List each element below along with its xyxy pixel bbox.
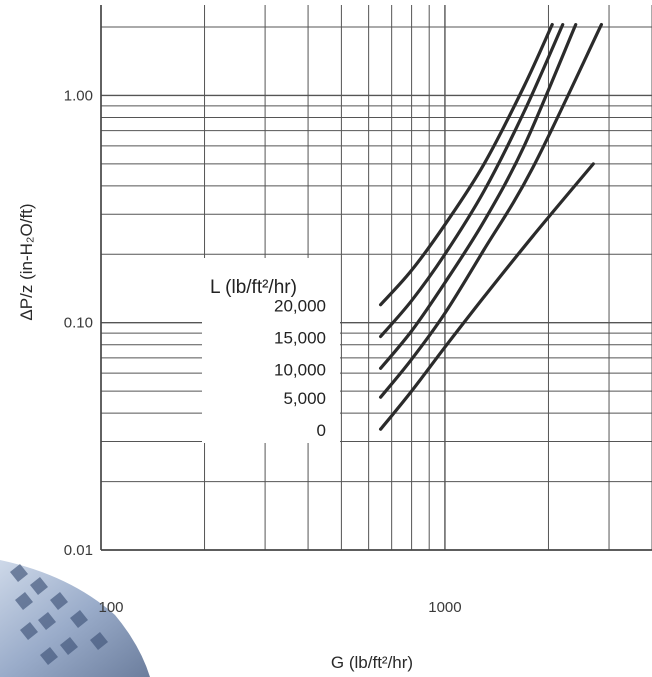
y-tick-label: 0.01 bbox=[64, 542, 93, 559]
series-label: 15,000 bbox=[274, 328, 326, 347]
series-line bbox=[379, 162, 595, 431]
y-tick-labels: 0.01 0.10 1.00 bbox=[64, 87, 93, 559]
series-label: 5,000 bbox=[283, 389, 326, 408]
series-line bbox=[379, 23, 565, 339]
y-tick-label: 1.00 bbox=[64, 87, 93, 104]
x-tick-label: 100 bbox=[98, 599, 123, 616]
legend-background bbox=[202, 258, 340, 443]
grid-lines bbox=[100, 5, 652, 551]
x-axis-title: G (lb/ft²/hr) bbox=[331, 653, 413, 672]
series-line bbox=[379, 23, 603, 399]
series-labels: 20,000 15,000 10,000 5,000 0 bbox=[274, 297, 326, 440]
series-label: 10,000 bbox=[274, 360, 326, 379]
series-line bbox=[379, 23, 578, 370]
series-line bbox=[379, 23, 554, 307]
series-label: 20,000 bbox=[274, 297, 326, 316]
series-label: 0 bbox=[317, 421, 326, 440]
plot-series bbox=[379, 23, 603, 431]
packing-image bbox=[0, 560, 150, 677]
legend-title: L (lb/ft²/hr) bbox=[210, 277, 297, 298]
y-axis-title: ΔP/z (in-H₂O/ft) bbox=[17, 203, 36, 320]
x-tick-label: 1000 bbox=[428, 599, 461, 616]
y-tick-label: 0.10 bbox=[64, 315, 93, 332]
x-tick-labels: 100 1000 bbox=[98, 599, 461, 616]
